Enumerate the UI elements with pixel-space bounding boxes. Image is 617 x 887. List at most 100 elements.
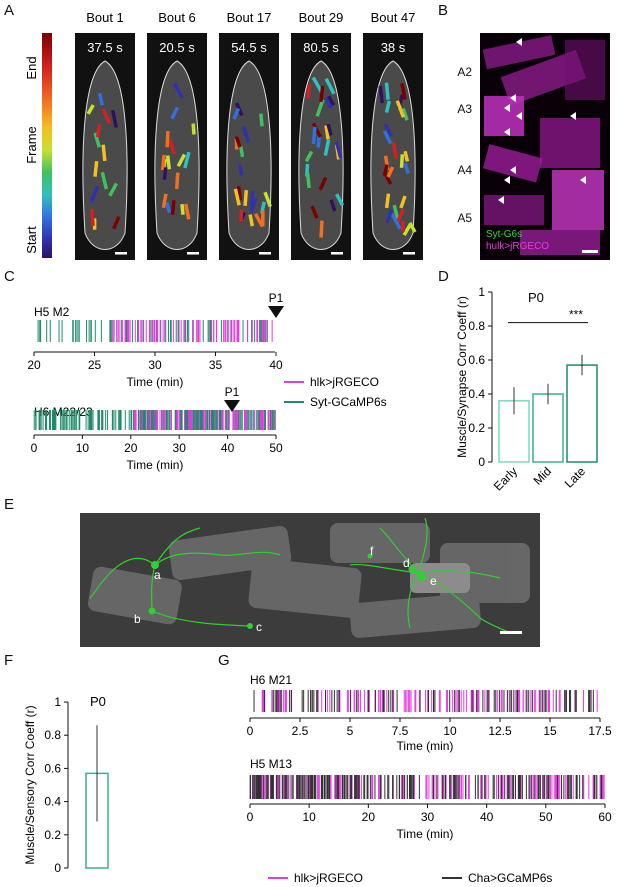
- p1-marker-c2: [224, 400, 240, 412]
- axis-tick-label: 0: [247, 724, 254, 738]
- p1-label-c2: P1: [225, 385, 240, 399]
- axis-tick-label: 15: [543, 724, 557, 738]
- axis-tick-label: 40: [480, 810, 494, 824]
- cell-label-e: e: [430, 574, 437, 588]
- axis-tick-label: 50: [269, 441, 283, 455]
- p1-label-c1: P1: [269, 291, 284, 305]
- axis-tick-label: 5: [347, 724, 354, 738]
- category-label: Early: [491, 464, 520, 493]
- bar: [532, 393, 564, 463]
- trace-g2-name: H5 M13: [250, 757, 292, 771]
- segment-label-a4: A4: [457, 163, 472, 177]
- axis-tick-label: 20: [27, 358, 41, 372]
- trace-g1-name: H6 M21: [250, 673, 292, 687]
- trace-c2-xlabel: Time (min): [127, 458, 184, 472]
- legend-hulk-jrgeco: hulk>jRGECO: [486, 241, 549, 252]
- axis-tick-label: 20: [362, 810, 376, 824]
- y-axis-label: Muscle/Synapse Corr Coeff (r): [455, 296, 469, 458]
- panel-label-a: A: [4, 2, 15, 19]
- chart-f: 0 0.2 0.4 0.6 0.8 1 Muscle/Sensory Corr Coeff …: [23, 694, 109, 875]
- axis-tick-label: 30: [148, 358, 162, 372]
- bout-time: 54.5 s: [231, 40, 267, 55]
- bout-time: 80.5 s: [303, 40, 339, 55]
- axis-tick-label: 10: [443, 724, 457, 738]
- panel-label-b: B: [438, 2, 449, 19]
- y-axis-label: Muscle/Sensory Corr Coeff (r): [23, 705, 37, 864]
- axis-tick-label: 0: [247, 810, 254, 824]
- panel-e-image: a b c d e f: [80, 513, 540, 647]
- axis-tick-label: 60: [598, 810, 612, 824]
- panel-b-image: A2 A3 A4 A5 Syt-G6s hulk>jRGECO: [457, 33, 610, 260]
- y-tick-label: 0.2: [468, 421, 485, 435]
- cell-label-a: a: [154, 568, 161, 582]
- axis-tick-label: 40: [221, 441, 235, 455]
- panel-label-e: E: [4, 496, 15, 513]
- segment-label-a3: A3: [457, 102, 472, 116]
- y-tick-label: 0: [54, 861, 61, 875]
- axis-tick-label: 30: [421, 810, 435, 824]
- y-tick-label: 0.4: [468, 387, 485, 401]
- bout-time: 38 s: [381, 40, 406, 55]
- y-tick-label: 0.8: [468, 319, 485, 333]
- y-tick-label: 1: [54, 695, 61, 709]
- legend-g-cha: Cha>GCaMP6s: [468, 871, 552, 885]
- panel-label-c: C: [4, 268, 15, 285]
- trace-c1-xlabel: Time (min): [127, 375, 184, 389]
- legend-g-hlk: hlk>jRGECO: [294, 871, 363, 885]
- bout-title: Bout 29: [299, 10, 344, 25]
- bout-title: Bout 1: [86, 10, 124, 25]
- y-tick-label: 0.6: [44, 761, 61, 775]
- axis-tick-label: 17.5: [588, 724, 612, 738]
- bout-time: 20.5 s: [159, 40, 195, 55]
- bar: [566, 364, 598, 463]
- bout-title: Bout 17: [227, 10, 272, 25]
- chart-title: P0: [528, 290, 544, 305]
- segment-label-a5: A5: [457, 211, 472, 225]
- axis-tick-label: 12.5: [488, 724, 512, 738]
- category-label: Mid: [531, 464, 555, 488]
- chart-d: 0 0.2 0.4 0.6 0.8 1 Muscle/Synapse Corr Coeff …: [455, 285, 598, 493]
- chart-title: P0: [90, 694, 106, 709]
- colorbar-end-label: End: [24, 56, 39, 79]
- y-tick-label: 0.2: [44, 828, 61, 842]
- y-tick-label: 0: [478, 455, 485, 469]
- frame-colorbar: [42, 33, 52, 258]
- legend-c-syt: Syt-GCaMP6s: [310, 395, 387, 409]
- panel-label-f: F: [4, 652, 14, 669]
- axis-tick-label: 20: [124, 441, 138, 455]
- panel-label-d: D: [438, 268, 449, 285]
- y-tick-label: 1: [478, 285, 485, 299]
- trace-c1-name: H5 M2: [34, 305, 70, 319]
- bout-title: Bout 47: [371, 10, 416, 25]
- trace-g1-xlabel: Time (min): [397, 739, 454, 753]
- significance-label: ***: [569, 308, 583, 322]
- panel-a-figure: End Frame Start Bout 1 37.5 s Bout 6 20.5 s…: [24, 10, 423, 260]
- y-tick-label: 0.8: [44, 728, 61, 742]
- axis-tick-label: 40: [269, 358, 283, 372]
- colorbar-start-label: Start: [24, 226, 39, 254]
- cell-label-b: b: [134, 612, 141, 626]
- bout-time: 37.5 s: [87, 40, 123, 55]
- panel-g-traces: H6 M21 0 2.5 5 7.5 10 12.5 15 17.5 Time (min) H…: [247, 673, 612, 885]
- panel-label-g: G: [218, 652, 230, 669]
- p1-marker-c1: [268, 306, 284, 318]
- legend-c-hlk: hlk>jRGECO: [310, 375, 379, 389]
- axis-tick-label: 50: [539, 810, 553, 824]
- cell-label-c: c: [256, 620, 262, 634]
- segment-label-a2: A2: [457, 65, 472, 79]
- axis-tick-label: 0: [31, 441, 38, 455]
- axis-tick-label: 25: [88, 358, 102, 372]
- scale-bar-e: [500, 631, 522, 634]
- cell-label-f: f: [370, 544, 374, 558]
- axis-tick-label: 10: [76, 441, 90, 455]
- colorbar-frame-label: Frame: [24, 126, 39, 164]
- y-tick-label: 0.4: [44, 795, 61, 809]
- legend-syt-g6s: Syt-G6s: [486, 229, 522, 240]
- axis-tick-label: 30: [173, 441, 187, 455]
- axis-tick-label: 7.5: [392, 724, 409, 738]
- cell-label-d: d: [403, 556, 410, 570]
- axis-tick-label: 2.5: [292, 724, 309, 738]
- axis-tick-label: 35: [209, 358, 223, 372]
- trace-g2-xlabel: Time (min): [397, 827, 454, 841]
